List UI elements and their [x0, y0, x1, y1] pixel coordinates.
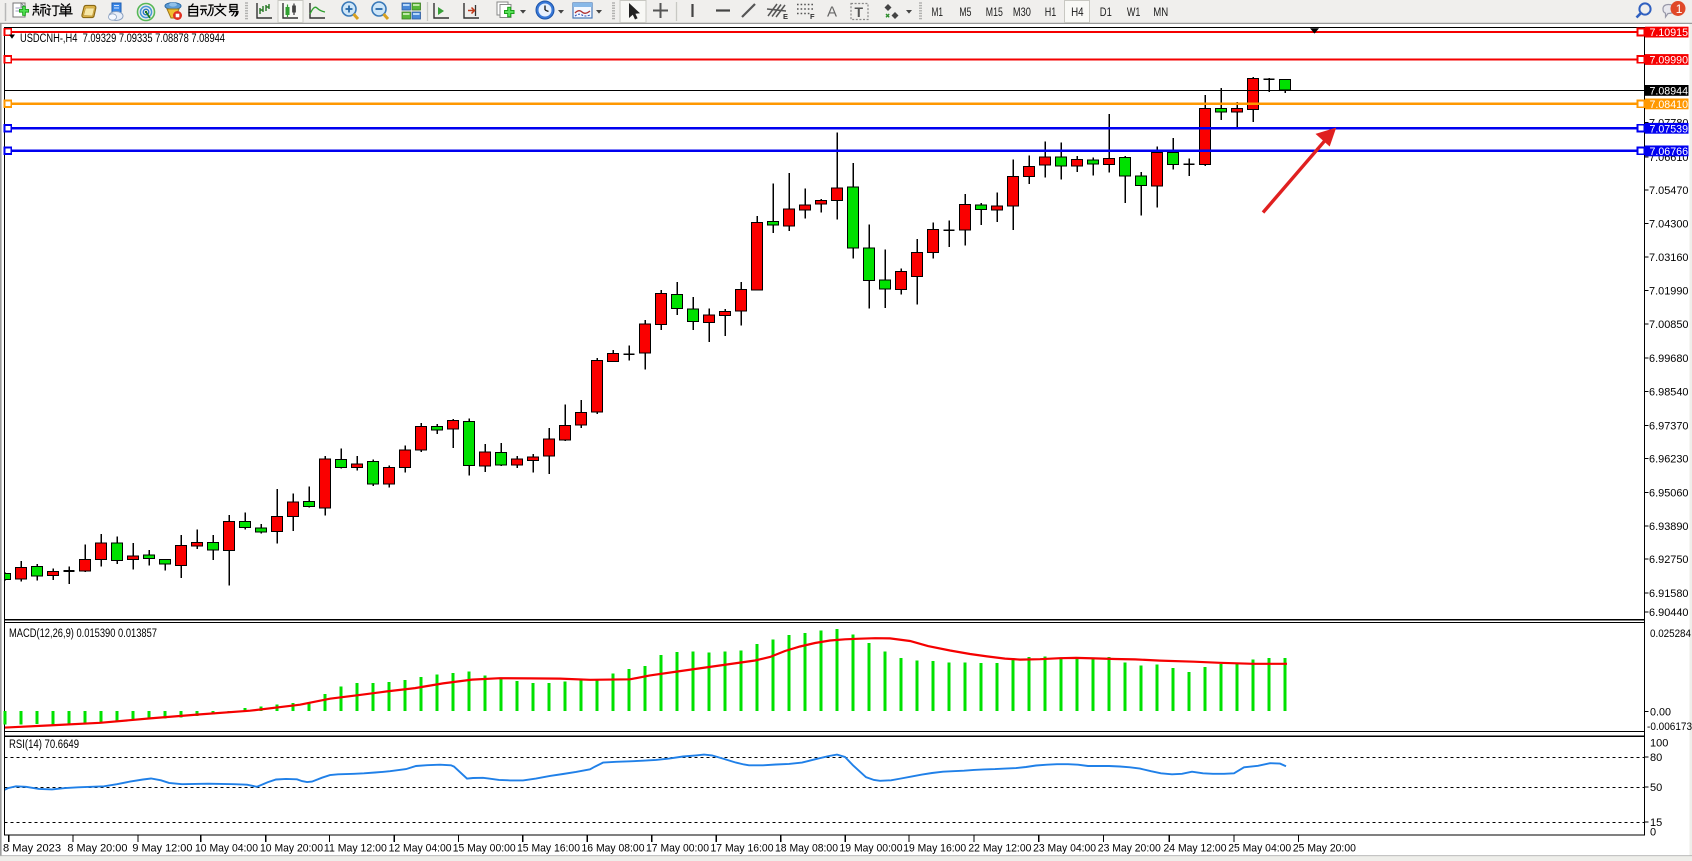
svg-text:8 May 20:00: 8 May 20:00	[67, 843, 127, 855]
svg-text:7.05470: 7.05470	[1649, 185, 1689, 197]
svg-text:F: F	[810, 12, 815, 21]
svg-text:9 May 12:00: 9 May 12:00	[132, 843, 192, 855]
svg-text:M1: M1	[932, 5, 944, 19]
svg-text:A: A	[827, 4, 837, 21]
svg-text:7.10915: 7.10915	[1650, 27, 1689, 39]
svg-text:7.08944: 7.08944	[1650, 85, 1689, 97]
svg-text:USDCNH-,H4 7.09329 7.09335 7.: USDCNH-,H4 7.09329 7.09335 7.08878 7.089…	[20, 33, 225, 45]
svg-text:19 May 00:00: 19 May 00:00	[840, 843, 903, 855]
svg-text:H1: H1	[1045, 5, 1057, 19]
svg-text:7.06766: 7.06766	[1650, 146, 1689, 158]
svg-text:24 May 12:00: 24 May 12:00	[1164, 843, 1227, 855]
svg-text:7.07539: 7.07539	[1650, 123, 1689, 135]
svg-text:23 May 20:00: 23 May 20:00	[1098, 843, 1161, 855]
svg-text:0: 0	[1650, 827, 1656, 839]
svg-text:6.90440: 6.90440	[1649, 607, 1689, 619]
svg-text:8 May 2023: 8 May 2023	[3, 843, 61, 855]
svg-text:M5: M5	[959, 5, 971, 19]
svg-text:7.01990: 7.01990	[1649, 286, 1689, 298]
svg-text:19 May 16:00: 19 May 16:00	[903, 843, 966, 855]
svg-text:25 May 20:00: 25 May 20:00	[1293, 843, 1356, 855]
svg-text:7.03160: 7.03160	[1649, 252, 1689, 264]
svg-text:11 May 12:00: 11 May 12:00	[324, 843, 387, 855]
svg-text:6.97370: 6.97370	[1649, 420, 1689, 432]
svg-text:6.93890: 6.93890	[1649, 521, 1689, 533]
svg-text:6.91580: 6.91580	[1649, 588, 1689, 600]
svg-text:18 May 08:00: 18 May 08:00	[775, 843, 838, 855]
svg-text:7.00850: 7.00850	[1649, 319, 1689, 331]
svg-text:T: T	[855, 4, 864, 20]
svg-text:MN: MN	[1153, 5, 1168, 19]
svg-text:1: 1	[1676, 2, 1683, 16]
svg-text:16 May 08:00: 16 May 08:00	[582, 843, 645, 855]
svg-text:15 May 16:00: 15 May 16:00	[517, 843, 580, 855]
svg-text:H4: H4	[1071, 5, 1084, 19]
svg-text:25 May 04:00: 25 May 04:00	[1228, 843, 1291, 855]
svg-text:RSI(14) 70.6649: RSI(14) 70.6649	[9, 739, 79, 751]
svg-text:17 May 00:00: 17 May 00:00	[646, 843, 709, 855]
svg-text:100: 100	[1650, 738, 1668, 750]
svg-text:7.09990: 7.09990	[1650, 55, 1689, 67]
svg-text:17 May 16:00: 17 May 16:00	[711, 843, 774, 855]
svg-text:6.96230: 6.96230	[1649, 454, 1689, 466]
svg-text:7.04300: 7.04300	[1649, 218, 1689, 230]
svg-text:15 May 00:00: 15 May 00:00	[453, 843, 516, 855]
svg-text:M30: M30	[1013, 5, 1031, 19]
svg-text:0.00: 0.00	[1650, 707, 1671, 719]
svg-text:E: E	[783, 12, 788, 21]
svg-text:50: 50	[1650, 782, 1662, 794]
svg-text:M15: M15	[986, 5, 1003, 19]
svg-text:12 May 04:00: 12 May 04:00	[389, 843, 452, 855]
svg-text:-0.006173: -0.006173	[1647, 721, 1692, 733]
svg-text:22 May 12:00: 22 May 12:00	[968, 843, 1031, 855]
svg-text:6.99680: 6.99680	[1649, 353, 1689, 365]
svg-text:10 May 20:00: 10 May 20:00	[260, 843, 323, 855]
svg-text:23 May 04:00: 23 May 04:00	[1033, 843, 1096, 855]
svg-text:D1: D1	[1100, 5, 1112, 19]
svg-text:W1: W1	[1127, 5, 1141, 19]
svg-text:10 May 04:00: 10 May 04:00	[195, 843, 258, 855]
svg-text:MACD(12,26,9) 0.015390 0.01385: MACD(12,26,9) 0.015390 0.013857	[9, 628, 157, 640]
svg-text:80: 80	[1650, 752, 1662, 764]
svg-text:6.95060: 6.95060	[1649, 488, 1689, 500]
svg-text:6.98540: 6.98540	[1649, 387, 1689, 399]
svg-text:0.025284: 0.025284	[1650, 628, 1691, 640]
svg-text:6.92750: 6.92750	[1649, 554, 1689, 566]
svg-text:7.08410: 7.08410	[1650, 99, 1689, 111]
svg-text:15: 15	[1650, 817, 1662, 829]
